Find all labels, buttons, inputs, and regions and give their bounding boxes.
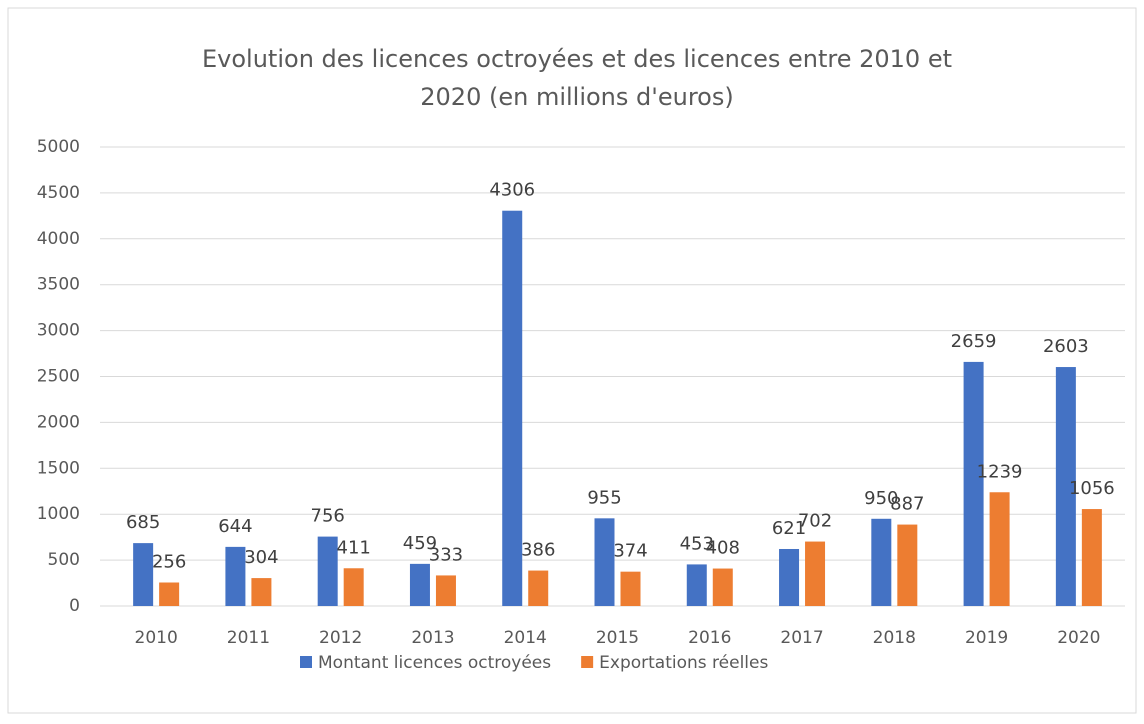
data-label: 374 <box>613 541 647 562</box>
data-label: 887 <box>890 494 924 515</box>
y-tick-label: 2500 <box>37 367 80 387</box>
x-tick-label: 2011 <box>227 628 270 648</box>
bar <box>620 571 641 606</box>
bar <box>133 543 154 606</box>
data-label: 685 <box>126 512 160 533</box>
y-tick-label: 4000 <box>37 229 80 249</box>
x-tick-label: 2018 <box>873 628 916 648</box>
chart-title: 2020 (en millions d'euros) <box>420 83 733 111</box>
bar <box>897 524 918 606</box>
y-tick-label: 0 <box>69 596 80 616</box>
y-tick-label: 3000 <box>37 321 80 341</box>
legend-swatch <box>300 656 312 668</box>
y-tick-label: 4500 <box>37 183 80 203</box>
legend-swatch <box>581 656 594 668</box>
legend-label: Montant licences octroyées <box>318 653 551 673</box>
bar <box>871 518 892 606</box>
data-label: 333 <box>429 544 463 565</box>
bar <box>712 568 733 606</box>
data-label: 411 <box>337 537 371 558</box>
data-label: 644 <box>218 516 252 537</box>
bar <box>528 570 549 606</box>
data-label: 1239 <box>977 461 1023 482</box>
y-tick-label: 500 <box>48 550 80 570</box>
data-label: 702 <box>798 511 832 532</box>
x-tick-label: 2014 <box>504 628 547 648</box>
legend-label: Exportations réelles <box>599 653 768 673</box>
data-label: 955 <box>587 487 621 508</box>
x-tick-label: 2015 <box>596 628 639 648</box>
bar <box>963 361 984 606</box>
bar <box>251 578 272 606</box>
data-label: 304 <box>244 547 278 568</box>
x-tick-label: 2017 <box>780 628 823 648</box>
data-label: 459 <box>403 533 437 554</box>
bar <box>779 548 800 606</box>
data-label: 408 <box>706 538 740 559</box>
y-tick-label: 1500 <box>37 458 80 478</box>
y-tick-label: 3500 <box>37 275 80 295</box>
bar <box>805 541 826 606</box>
data-label: 453 <box>680 533 714 554</box>
data-label: 4306 <box>489 180 535 201</box>
y-tick-label: 5000 <box>37 137 80 157</box>
data-label: 756 <box>311 506 345 527</box>
x-tick-label: 2020 <box>1057 628 1100 648</box>
bar <box>225 546 246 606</box>
x-tick-label: 2012 <box>319 628 362 648</box>
x-tick-label: 2019 <box>965 628 1008 648</box>
chart-border <box>7 7 1137 714</box>
data-label: 621 <box>772 518 806 539</box>
bar <box>1055 367 1076 606</box>
bar <box>409 563 430 606</box>
x-tick-label: 2016 <box>688 628 731 648</box>
bar <box>1081 509 1102 606</box>
bar <box>594 518 615 606</box>
bar <box>343 568 364 606</box>
data-label: 950 <box>864 488 898 509</box>
y-tick-label: 2000 <box>37 412 80 432</box>
bar <box>159 582 180 606</box>
x-tick-label: 2010 <box>135 628 178 648</box>
chart-title: Evolution des licences octroyées et des … <box>202 45 952 73</box>
y-tick-label: 1000 <box>37 504 80 524</box>
data-label: 386 <box>521 540 555 561</box>
data-label: 256 <box>152 551 186 572</box>
bar <box>502 210 523 606</box>
bar <box>435 575 456 606</box>
x-tick-label: 2013 <box>411 628 454 648</box>
data-label: 2603 <box>1043 336 1089 357</box>
bar <box>686 564 707 606</box>
data-label: 1056 <box>1069 478 1115 499</box>
bar <box>989 492 1010 606</box>
bar <box>317 536 338 606</box>
data-label: 2659 <box>951 331 997 352</box>
